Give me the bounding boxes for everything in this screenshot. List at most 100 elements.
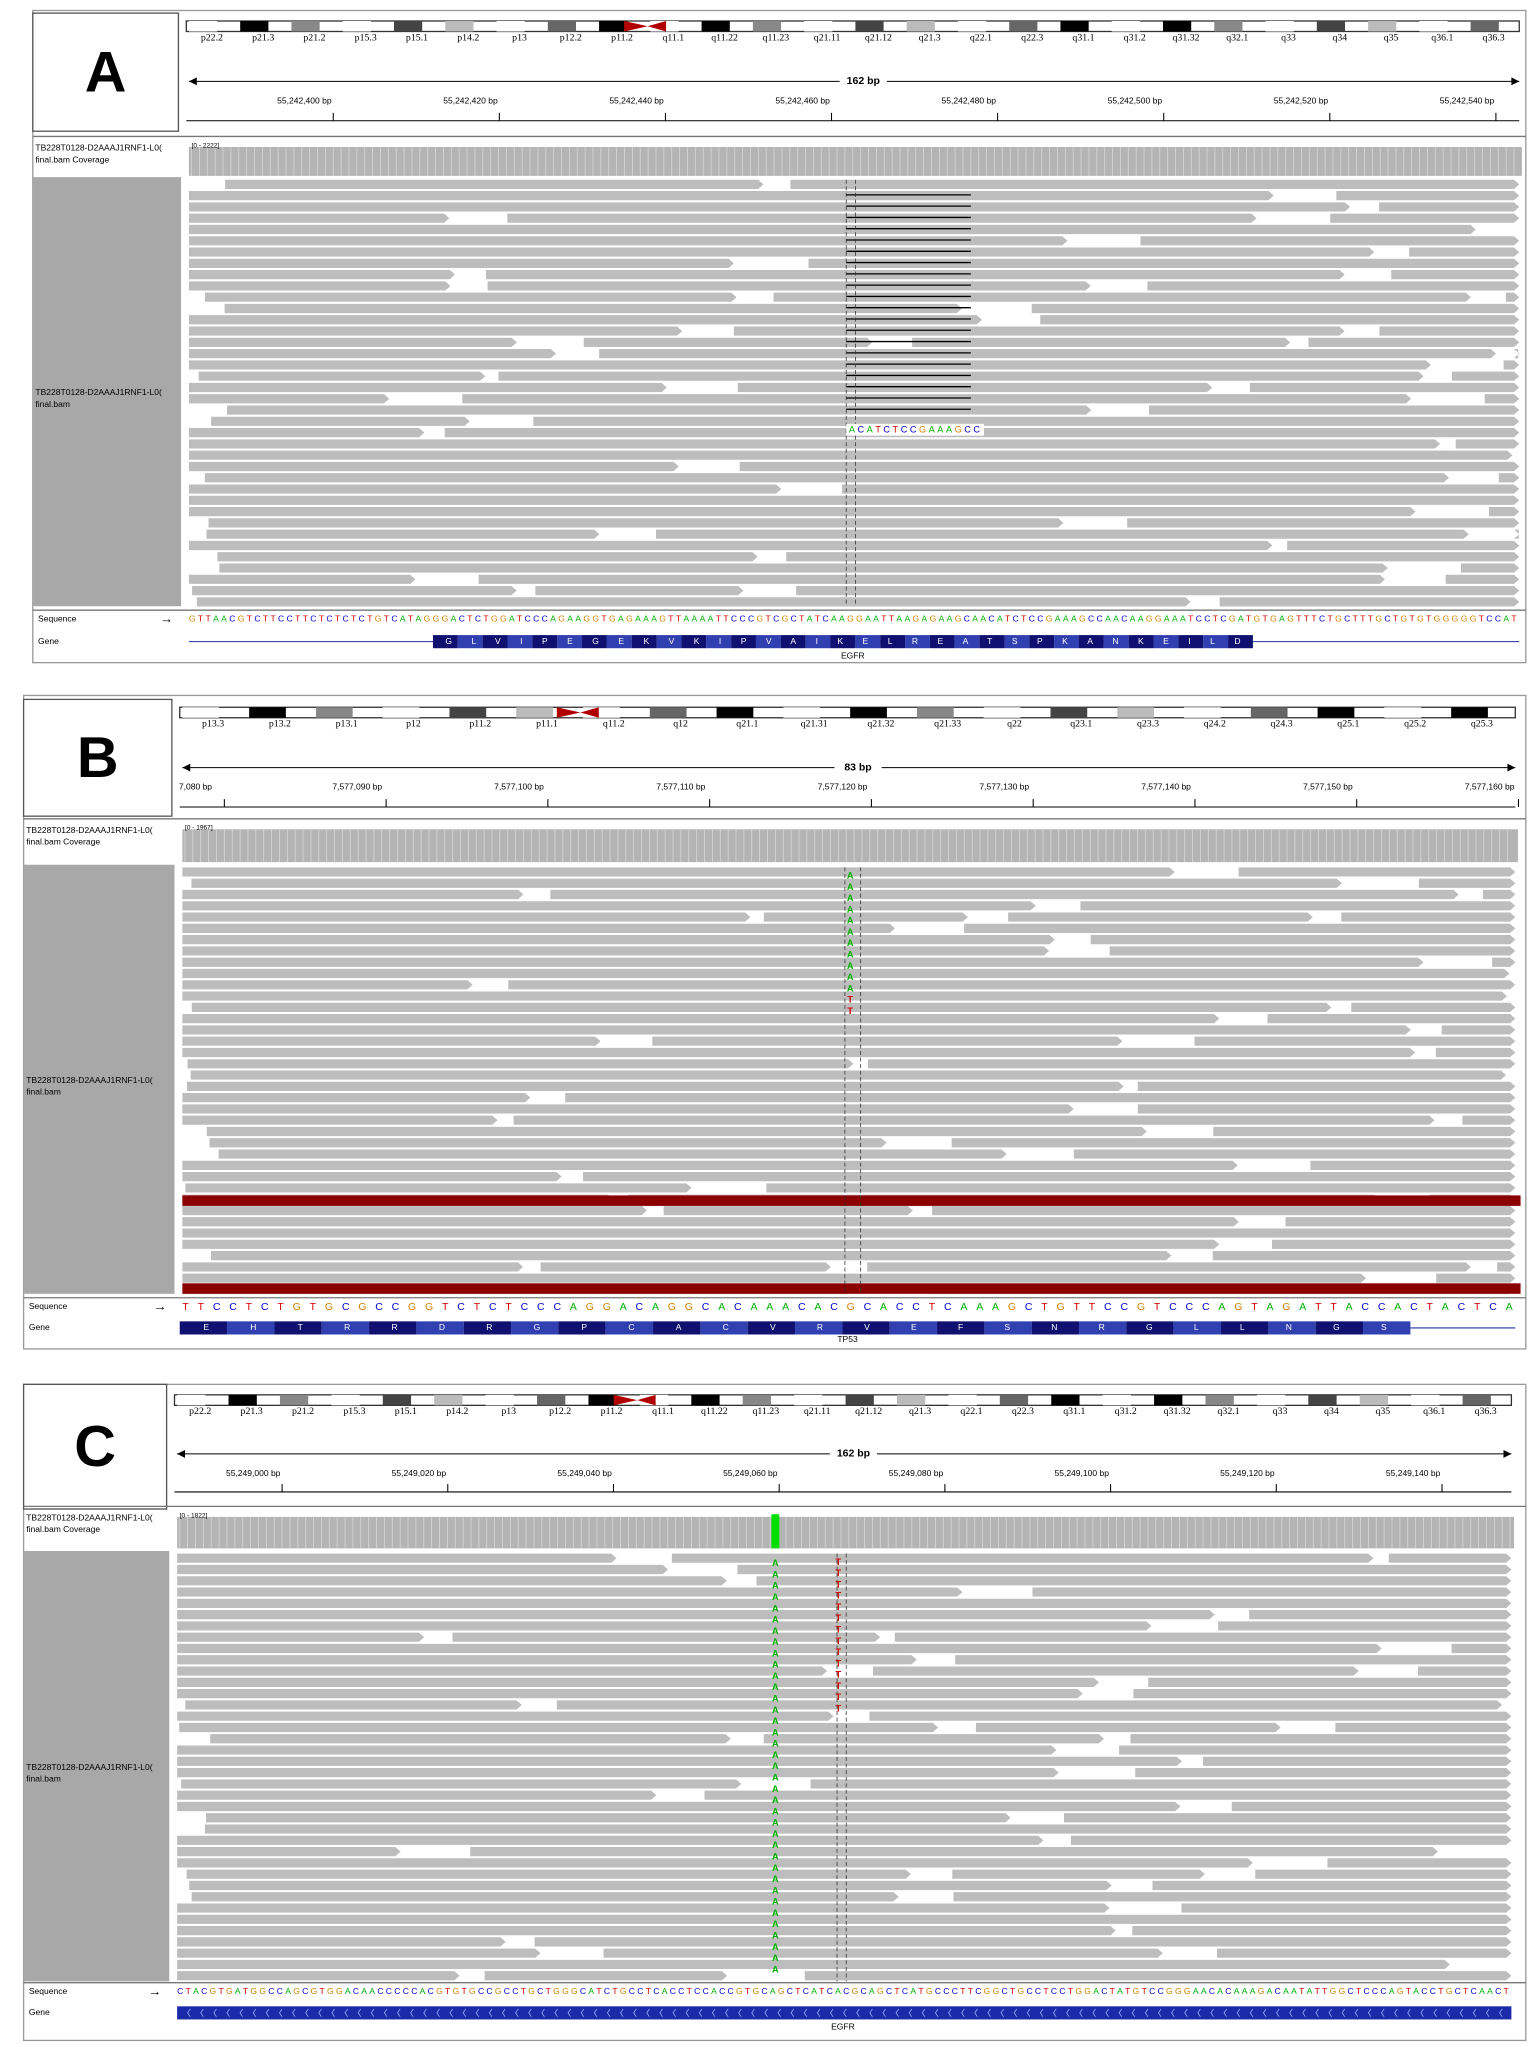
strand-chevron bbox=[423, 2008, 427, 2018]
read bbox=[1008, 912, 1313, 922]
strand-chevron bbox=[606, 2008, 611, 2018]
read bbox=[188, 270, 455, 280]
codon bbox=[463, 1321, 512, 1335]
read bbox=[652, 1036, 1123, 1046]
codon bbox=[227, 1321, 275, 1335]
read bbox=[177, 1858, 1253, 1868]
ideogram-frame bbox=[185, 20, 1520, 33]
cytoband bbox=[957, 20, 987, 32]
read bbox=[177, 1564, 669, 1575]
coverage-range: [0 - 2222] bbox=[192, 142, 220, 149]
read bbox=[583, 337, 873, 347]
read bbox=[1351, 1002, 1516, 1012]
cytoband-label: q11.23 bbox=[763, 32, 790, 43]
read bbox=[182, 1205, 647, 1216]
strand-chevron bbox=[305, 2008, 309, 2018]
span-arrow bbox=[188, 77, 197, 86]
ruler-label: 55,242,400 bp bbox=[277, 95, 332, 105]
cytoband-label: q21.33 bbox=[934, 719, 961, 730]
strand-chevron bbox=[475, 2008, 480, 2018]
read bbox=[188, 349, 557, 359]
strand-chevron bbox=[961, 2008, 965, 2018]
read bbox=[1505, 292, 1520, 302]
strand-chevron bbox=[541, 2008, 545, 2018]
read bbox=[513, 1115, 1435, 1125]
read bbox=[219, 563, 1388, 573]
read bbox=[1267, 1014, 1516, 1024]
read bbox=[869, 1711, 1512, 1721]
strand-chevron bbox=[1092, 2008, 1096, 2018]
read bbox=[1310, 1160, 1516, 1170]
cytoband bbox=[1154, 1394, 1183, 1406]
read bbox=[186, 1869, 911, 1879]
cytoband-label: q31.32 bbox=[1173, 32, 1200, 43]
span-arrow bbox=[1511, 77, 1520, 86]
read bbox=[540, 1262, 831, 1272]
strand-chevron bbox=[593, 2008, 598, 2018]
read bbox=[182, 957, 1424, 967]
read bbox=[177, 1756, 1182, 1766]
cytoband bbox=[315, 707, 353, 718]
strand-chevron bbox=[646, 2008, 650, 2018]
read bbox=[177, 1655, 917, 1665]
ruler-label: 55,249,000 bp bbox=[226, 1468, 281, 1478]
codon bbox=[558, 1321, 606, 1335]
ruler-label: 55,249,060 bp bbox=[723, 1468, 778, 1478]
cytoband-label: q23.1 bbox=[1070, 719, 1092, 730]
strand-chevron bbox=[908, 2008, 913, 2018]
read bbox=[185, 1700, 522, 1710]
read bbox=[177, 1937, 506, 1947]
strand-chevron bbox=[1420, 2008, 1424, 2018]
span-bg bbox=[829, 1447, 878, 1461]
cytoband bbox=[537, 1394, 566, 1406]
cytoband-label: q11.1 bbox=[662, 32, 684, 43]
cytoband bbox=[177, 1394, 206, 1406]
ruler-label: 55,249,020 bp bbox=[392, 1468, 447, 1478]
strand-chevron bbox=[1341, 2008, 1346, 2018]
codon bbox=[1029, 635, 1055, 649]
read bbox=[737, 1564, 1512, 1575]
strand-chevron bbox=[1131, 2008, 1136, 2018]
read bbox=[182, 935, 1055, 945]
strand-chevron bbox=[1367, 2008, 1372, 2018]
cytoband-label: p13.2 bbox=[269, 719, 291, 730]
read bbox=[182, 968, 1510, 979]
read bbox=[217, 552, 758, 562]
panel-label: B bbox=[77, 726, 119, 790]
strand-chevron bbox=[1223, 2008, 1228, 2018]
read bbox=[188, 202, 1351, 212]
read bbox=[1137, 1104, 1516, 1114]
read bbox=[188, 428, 425, 438]
cytoband bbox=[1050, 707, 1088, 718]
strand-chevron bbox=[1381, 2008, 1385, 2018]
track-name: final.bam Coverage bbox=[26, 837, 100, 847]
strand-chevron bbox=[449, 2008, 453, 2018]
cytoband bbox=[649, 707, 687, 718]
codon bbox=[1268, 1321, 1316, 1335]
codon bbox=[929, 635, 955, 649]
cytoband-label: p11.2 bbox=[611, 32, 633, 43]
read bbox=[182, 901, 1036, 911]
read bbox=[955, 1655, 1512, 1665]
strand-chevron bbox=[200, 2008, 204, 2018]
read bbox=[177, 1610, 1215, 1620]
cytoband-label: p13.1 bbox=[336, 719, 358, 730]
read bbox=[188, 394, 390, 404]
read bbox=[766, 1183, 1516, 1193]
read bbox=[663, 1205, 913, 1216]
read bbox=[188, 484, 782, 494]
cytoband bbox=[1256, 1394, 1286, 1406]
strand-chevron bbox=[790, 2008, 795, 2018]
cytoband-label: q21.1 bbox=[736, 719, 758, 730]
gene-name: EGFR bbox=[841, 650, 865, 660]
read-highlight bbox=[182, 1283, 1521, 1294]
read bbox=[1451, 1643, 1512, 1654]
codon bbox=[1103, 635, 1129, 649]
gene-name: TP53 bbox=[837, 1334, 858, 1344]
read bbox=[182, 923, 895, 933]
read bbox=[1327, 1858, 1512, 1868]
strand-chevron bbox=[830, 2008, 834, 2018]
